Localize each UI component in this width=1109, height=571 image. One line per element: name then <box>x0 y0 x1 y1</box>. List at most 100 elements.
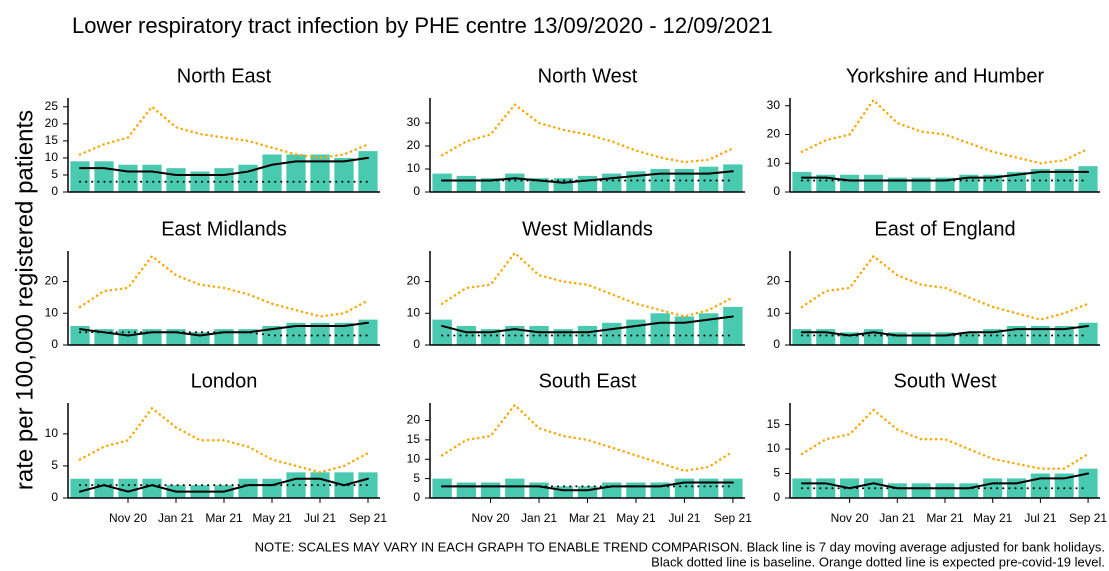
y-tick-label: 30 <box>767 98 781 112</box>
average-line <box>441 315 734 334</box>
bar <box>286 472 306 498</box>
y-tick-label: 0 <box>413 490 420 504</box>
y-tick-label: 5 <box>773 466 780 480</box>
panel-title: South East <box>539 370 637 392</box>
bar <box>698 166 719 192</box>
bar <box>118 478 138 498</box>
y-tick-label: 20 <box>767 274 781 288</box>
bar <box>286 322 306 345</box>
average-line <box>800 324 1090 337</box>
expected-line <box>78 406 370 474</box>
y-tick-label: 30 <box>407 115 421 129</box>
y-tick-label: 10 <box>407 161 421 175</box>
bar <box>1078 322 1098 345</box>
bar <box>358 151 378 192</box>
baseline-line <box>79 331 369 337</box>
bar <box>602 322 622 345</box>
bar <box>505 173 525 192</box>
bar <box>310 322 330 345</box>
bar <box>262 478 282 498</box>
bar <box>480 178 501 192</box>
panel-title: North West <box>538 65 638 87</box>
bar <box>863 174 883 192</box>
bar <box>142 164 162 192</box>
bar <box>863 478 883 498</box>
expected-line <box>78 105 370 160</box>
y-tick-label: 15 <box>45 133 59 147</box>
x-tick-label: May 21 <box>252 511 292 525</box>
y-tick-label: 20 <box>767 127 781 141</box>
bar <box>723 164 743 192</box>
y-tick-label: 10 <box>407 451 421 465</box>
bar <box>529 482 549 498</box>
bar <box>959 483 979 498</box>
bar <box>70 161 90 192</box>
x-tick-label: Sep 21 <box>1069 511 1107 525</box>
y-tick-label: 0 <box>51 184 58 198</box>
y-tick-label: 20 <box>407 274 421 288</box>
bar <box>959 332 979 345</box>
expected-line <box>440 102 735 164</box>
bar <box>674 316 695 345</box>
average-line <box>79 156 369 176</box>
bar <box>1054 473 1074 498</box>
bar <box>94 161 114 192</box>
bar <box>358 319 378 345</box>
x-tick-label: Nov 20 <box>472 511 510 525</box>
y-tick-label: 20 <box>407 413 421 427</box>
x-tick-label: Mar 21 <box>926 511 964 525</box>
bar <box>723 306 743 345</box>
bar <box>626 319 646 345</box>
bar <box>432 173 452 192</box>
bar <box>983 174 1003 192</box>
x-tick-label: Jan 21 <box>879 511 915 525</box>
y-tick-label: 20 <box>45 274 59 288</box>
bar <box>887 483 907 498</box>
bar <box>456 175 477 192</box>
x-tick-label: Nov 20 <box>109 511 147 525</box>
bar <box>214 168 234 192</box>
x-tick-label: Jul 21 <box>1024 511 1056 525</box>
x-tick-label: Jan 21 <box>521 511 557 525</box>
expected-line <box>800 254 1090 321</box>
bar <box>358 472 378 498</box>
expected-line <box>440 403 735 473</box>
average-line <box>441 170 734 184</box>
bar <box>935 483 955 498</box>
panel-title: North East <box>177 65 272 87</box>
bar <box>432 478 452 498</box>
y-tick-label: 0 <box>773 337 780 351</box>
expected-line <box>440 251 735 318</box>
y-tick-label: 25 <box>45 99 59 113</box>
x-tick-label: Sep 21 <box>349 511 387 525</box>
y-tick-label: 0 <box>51 490 58 504</box>
bar <box>674 169 695 192</box>
bar <box>650 313 670 345</box>
bar <box>70 478 90 498</box>
bar <box>1078 468 1098 498</box>
bar <box>626 482 646 498</box>
y-tick-label: 10 <box>45 305 59 319</box>
bar <box>602 482 622 498</box>
y-tick-label: 0 <box>413 337 420 351</box>
x-tick-label: Jan 21 <box>158 511 194 525</box>
bar <box>553 486 573 498</box>
expected-line <box>78 254 370 318</box>
y-tick-label: 10 <box>45 150 59 164</box>
bar <box>840 174 860 192</box>
bar <box>262 154 282 192</box>
y-tick-label: 5 <box>51 167 58 181</box>
bar <box>310 472 330 498</box>
bar <box>911 483 931 498</box>
bar <box>1030 473 1050 498</box>
y-tick-label: 5 <box>51 458 58 472</box>
expected-line <box>800 408 1090 470</box>
bar <box>602 173 622 192</box>
y-tick-label: 10 <box>767 305 781 319</box>
y-tick-label: 0 <box>413 184 420 198</box>
y-tick-label: 0 <box>773 184 780 198</box>
x-tick-label: Jul 21 <box>304 511 336 525</box>
bar <box>94 478 114 498</box>
y-axis-label: rate per 100,000 registered patients <box>11 110 38 490</box>
